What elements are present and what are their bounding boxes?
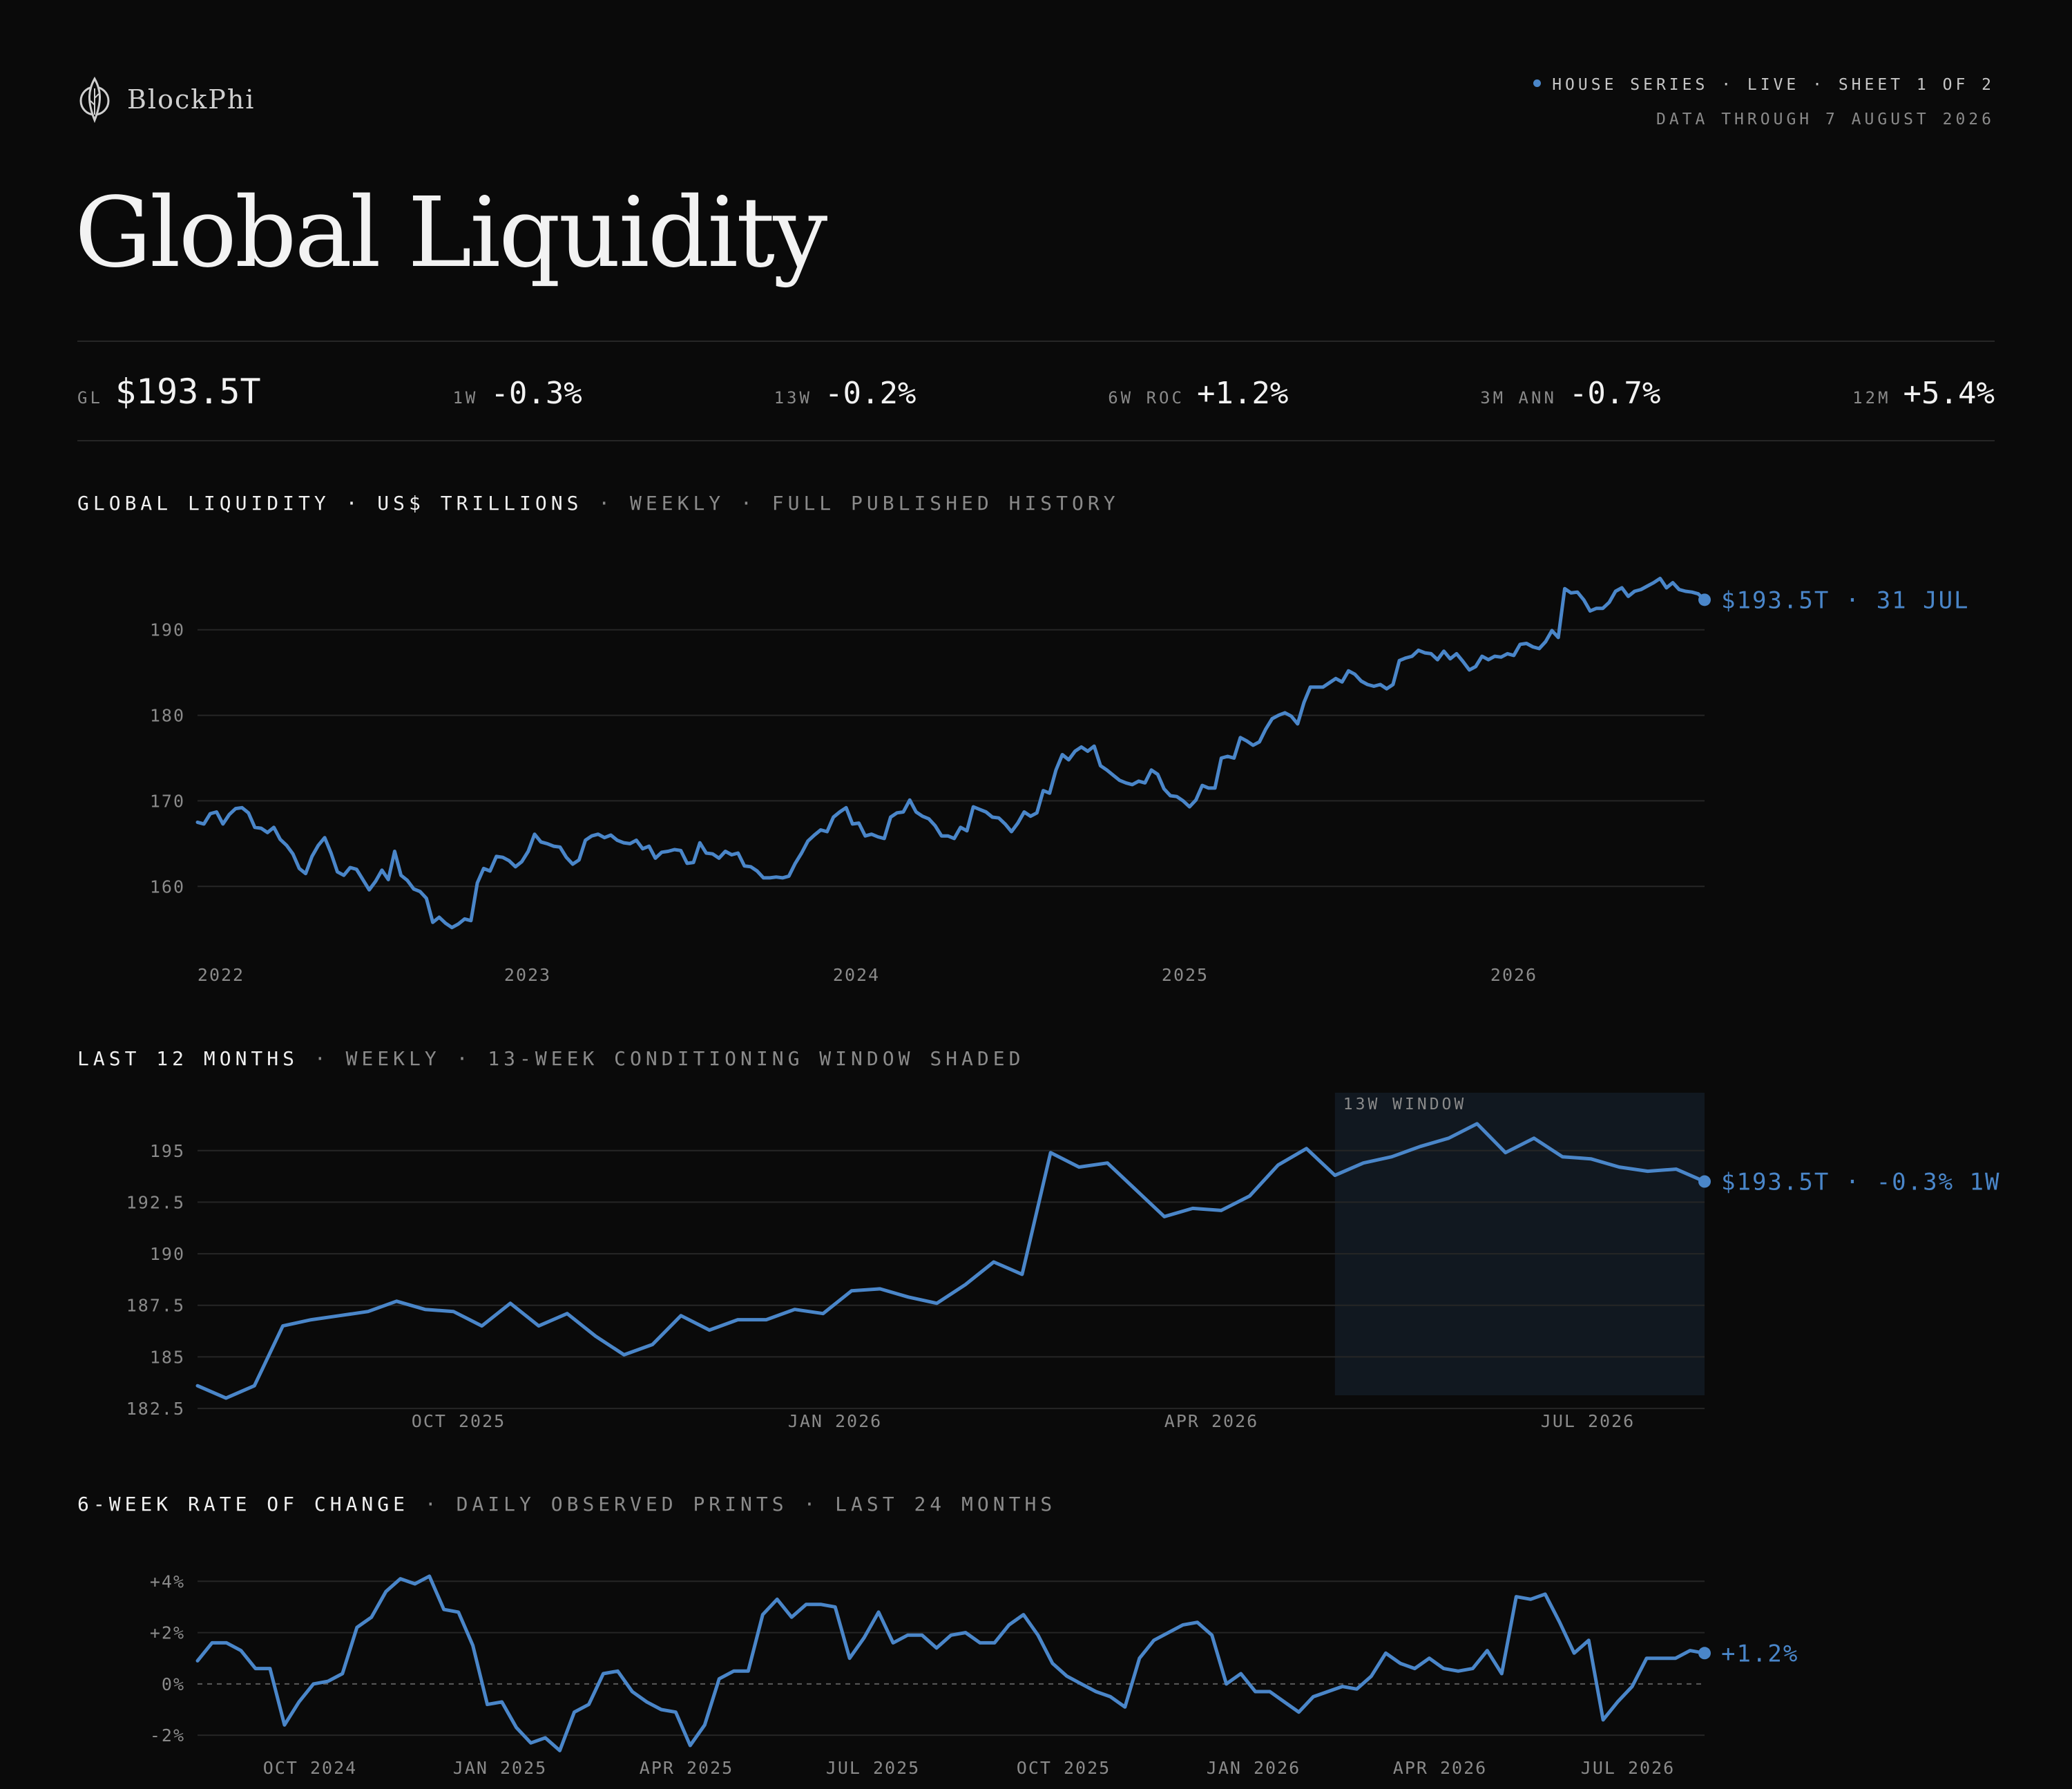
last-value-label: $193.5T · 31 JUL [1721, 586, 1970, 614]
kpi-label: 12M [1852, 388, 1891, 408]
series-line [195, 576, 1707, 930]
x-tick-label: OCT 2024 [263, 1758, 357, 1778]
x-tick-label: JUL 2026 [1541, 1411, 1635, 1431]
divider-kpis [77, 440, 1995, 441]
y-tick-label: 192.5 [126, 1192, 185, 1212]
data-through: DATA THROUGH 7 AUGUST 2026 [1656, 111, 1995, 128]
kpi-gl: GL $193.5T [77, 372, 261, 412]
last-point-marker [1698, 1647, 1711, 1660]
series-line [195, 1122, 1707, 1400]
kpi-label: 6W ROC [1108, 388, 1184, 408]
window-label: 13W WINDOW [1343, 1096, 1466, 1113]
section-title: LAST 12 MONTHS [77, 1047, 299, 1070]
section-title-history: GLOBAL LIQUIDITY · US$ TRILLIONS · WEEKL… [77, 492, 1120, 515]
kpi-label: GL [77, 388, 103, 408]
brand: BlockPhi [77, 75, 255, 124]
y-tick-label: -2% [150, 1725, 185, 1745]
y-tick-label: 195 [150, 1141, 185, 1161]
brand-name: BlockPhi [127, 84, 256, 115]
series-line [195, 1574, 1707, 1752]
kpi-value: +1.2% [1196, 376, 1289, 411]
page-title: Global Liquidity [75, 177, 827, 289]
y-tick-label: 0% [162, 1674, 185, 1694]
section-title: GLOBAL LIQUIDITY · US$ TRILLIONS [77, 492, 583, 515]
last-value-label: $193.5T · -0.3% 1W [1721, 1169, 2000, 1196]
kpi-label: 3M ANN [1480, 388, 1557, 408]
section-title-roc: 6-WEEK RATE OF CHANGE · DAILY OBSERVED P… [77, 1493, 1056, 1515]
y-tick-label: +4% [150, 1571, 185, 1591]
series-meta: HOUSE SERIES · LIVE · SHEET 1 OF 2 DATA … [1533, 76, 1995, 128]
conditioning-window [1334, 1093, 1705, 1395]
divider-top [77, 341, 1995, 342]
x-tick-label: JUL 2026 [1581, 1758, 1675, 1778]
section-subtitle: · WEEKLY · 13-WEEK CONDITIONING WINDOW S… [298, 1047, 1025, 1070]
kpi-value: $193.5T [115, 372, 261, 412]
x-tick-label: APR 2025 [640, 1758, 733, 1778]
x-tick-label: 2026 [1490, 965, 1537, 985]
live-status-dot [1533, 79, 1542, 87]
feather-flame-icon [79, 76, 110, 124]
y-tick-label: 190 [150, 620, 185, 640]
y-tick-label: 190 [150, 1244, 185, 1264]
kpi-12m: 12M +5.4% [1852, 376, 1995, 411]
kpi-value: -0.2% [824, 376, 917, 411]
kpi-13w: 13W -0.2% [774, 376, 917, 411]
y-tick-label: 170 [150, 791, 185, 811]
last-point-marker [1698, 593, 1711, 606]
series-status: HOUSE SERIES · LIVE · SHEET 1 OF 2 [1552, 76, 1995, 94]
rate-of-change-chart: +4% +2% 0% -2% OCT 2024 JAN 2025 APR 2025 JUL 2… [150, 1571, 1798, 1778]
x-tick-label: 2025 [1162, 965, 1209, 985]
section-subtitle: · WEEKLY · FULL PUBLISHED HISTORY [582, 492, 1120, 515]
kpi-1w: 1W -0.3% [452, 376, 582, 411]
kpi-strip: GL $193.5T 1W -0.3% 13W -0.2% 6W ROC +1.2% 3… [77, 372, 1995, 419]
liquidity-history-chart: 160 170 180 190 2022 2023 2024 2025 2026 $193.5T … [150, 576, 1970, 985]
last-point-marker [1698, 1175, 1711, 1188]
kpi-label: 1W [452, 388, 479, 408]
x-tick-label: JAN 2025 [453, 1758, 547, 1778]
kpi-label: 13W [774, 388, 812, 408]
y-tick-label: 160 [150, 877, 185, 897]
section-title: 6-WEEK RATE OF CHANGE [77, 1493, 410, 1515]
y-tick-label: 187.5 [126, 1296, 185, 1316]
kpi-value: -0.7% [1569, 376, 1661, 411]
last-12-months-chart: 13W WINDOW 182.5 185 187.5 190 192.5 195 OCT 20… [126, 1093, 2000, 1431]
x-tick-label: OCT 2025 [1017, 1758, 1111, 1778]
kpi-value: +5.4% [1903, 376, 1995, 411]
kpi-3m-ann: 3M ANN -0.7% [1480, 376, 1660, 411]
kpi-6w-roc: 6W ROC +1.2% [1108, 376, 1288, 411]
x-tick-label: APR 2026 [1393, 1758, 1487, 1778]
y-tick-label: 180 [150, 706, 185, 726]
kpi-value: -0.3% [490, 376, 582, 411]
x-tick-label: OCT 2025 [412, 1411, 506, 1431]
x-tick-label: 2022 [198, 965, 244, 985]
y-tick-label: +2% [150, 1623, 185, 1643]
x-tick-label: APR 2026 [1164, 1411, 1258, 1431]
x-tick-label: 2024 [833, 965, 880, 985]
x-tick-label: JAN 2026 [1207, 1758, 1301, 1778]
section-subtitle: · DAILY OBSERVED PRINTS · LAST 24 MONTHS [409, 1493, 1057, 1515]
y-tick-label: 182.5 [126, 1399, 185, 1419]
section-title-12m: LAST 12 MONTHS · WEEKLY · 13-WEEK CONDIT… [77, 1047, 1024, 1070]
x-tick-label: JUL 2025 [826, 1758, 920, 1778]
last-value-label: +1.2% [1721, 1640, 1798, 1667]
x-tick-label: 2023 [504, 965, 551, 985]
x-tick-label: JAN 2026 [788, 1411, 882, 1431]
y-tick-label: 185 [150, 1347, 185, 1367]
